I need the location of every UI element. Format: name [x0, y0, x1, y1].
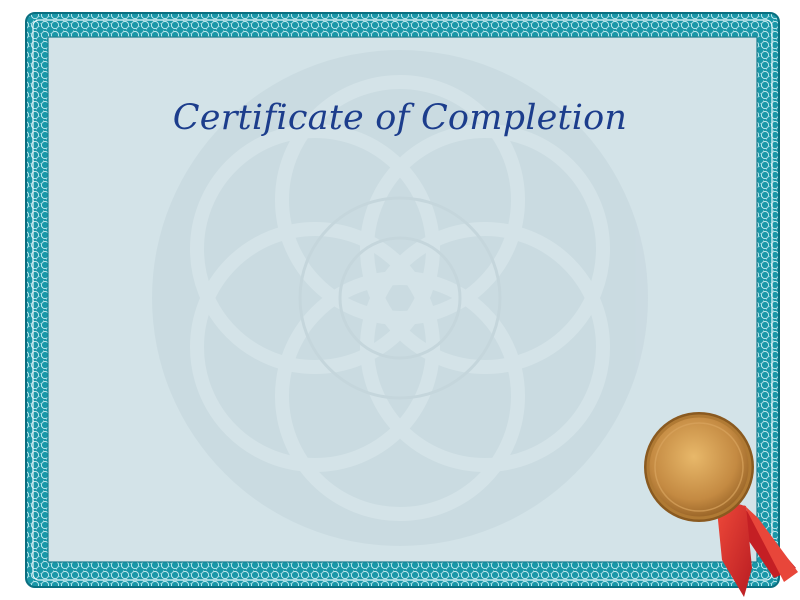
certificate-title: Certificate of Completion	[172, 98, 628, 138]
red-ribbon-icon	[712, 498, 798, 597]
gold-medal-seal-icon	[644, 412, 754, 522]
rosette-watermark-icon	[152, 50, 648, 546]
